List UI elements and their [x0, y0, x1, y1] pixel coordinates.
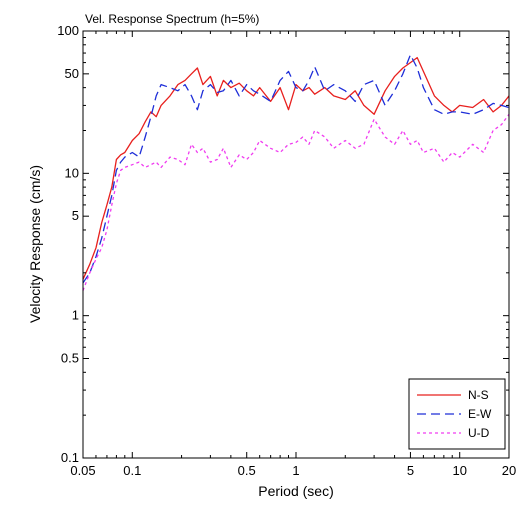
x-tick-label: 20	[502, 463, 516, 478]
series-line-n-s	[82, 56, 510, 280]
series-line-e-w	[82, 54, 510, 284]
y-tick-label: 0.5	[61, 351, 79, 366]
x-tick-label: 10	[452, 463, 466, 478]
x-tick-label: 0.1	[123, 463, 141, 478]
y-tick-label: 0.1	[61, 450, 79, 465]
chart-title: Vel. Response Spectrum (h=5%)	[85, 12, 259, 26]
legend-label: U-D	[468, 426, 490, 440]
y-tick-label: 5	[72, 208, 79, 223]
x-tick-label: 0.05	[70, 463, 95, 478]
x-axis: 0.05 0.1 0.5 1 5 10 20	[70, 31, 516, 478]
legend: N-S E-W U-D	[408, 378, 506, 450]
x-tick-label: 0.5	[238, 463, 256, 478]
y-axis-title: Velocity Response (cm/s)	[27, 165, 43, 323]
x-tick-label: 1	[292, 463, 299, 478]
series-line-u-d	[82, 113, 510, 291]
series-layer	[82, 54, 510, 291]
y-tick-label: 1	[72, 308, 79, 323]
y-tick-label: 50	[65, 66, 79, 81]
y-tick-label: 100	[57, 23, 79, 38]
legend-label: E-W	[468, 407, 492, 421]
x-axis-title: Period (sec)	[258, 483, 333, 499]
legend-items: N-S E-W U-D	[417, 388, 492, 440]
legend-label: N-S	[468, 388, 489, 402]
y-axis: 0.1 0.5 1 5 10 50 100	[57, 23, 509, 465]
y-tick-label: 10	[65, 165, 79, 180]
x-tick-label: 5	[407, 463, 414, 478]
